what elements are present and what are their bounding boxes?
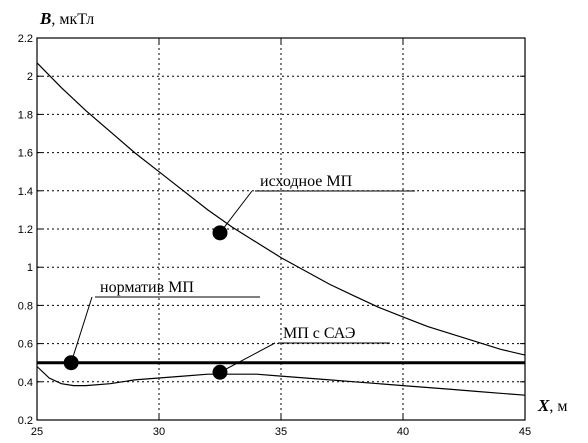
y-tick-label: 0.4 [18,377,33,389]
series-line [36,62,526,356]
annotation-label: исходное МП [260,173,353,190]
y-tick-label: 1.6 [18,148,33,160]
x-tick-label: 45 [519,426,531,438]
x-tick-label: 40 [397,426,409,438]
y-tick-label: 1.4 [18,186,33,198]
y-tick-label: 1 [27,262,33,274]
annotation-marker [63,355,79,371]
y-tick-label: 2 [27,71,33,83]
y-tick-label: 2.2 [18,33,33,45]
y-tick-label: 1.8 [18,109,33,121]
y-tick-label: 0.2 [18,415,33,427]
y-tick-label: 0.6 [18,339,33,351]
annotation-marker [212,225,228,241]
annotation-leader [219,342,276,373]
y-tick-label: 1.2 [18,224,33,236]
annotation-leader [70,296,93,363]
x-tick-label: 25 [31,426,43,438]
x-tick-label: 35 [275,426,287,438]
annotation-marker [212,364,228,380]
annotation-leader [219,190,253,234]
x-tick-label: 30 [153,426,165,438]
annotation-label: норматив МП [100,279,194,296]
series-line [36,366,526,396]
y-tick-label: 0.8 [18,300,33,312]
x-axis-label: X, м [537,396,567,415]
annotation-label: МП с САЭ [283,325,355,342]
y-axis-label: B, мкТл [39,9,94,28]
